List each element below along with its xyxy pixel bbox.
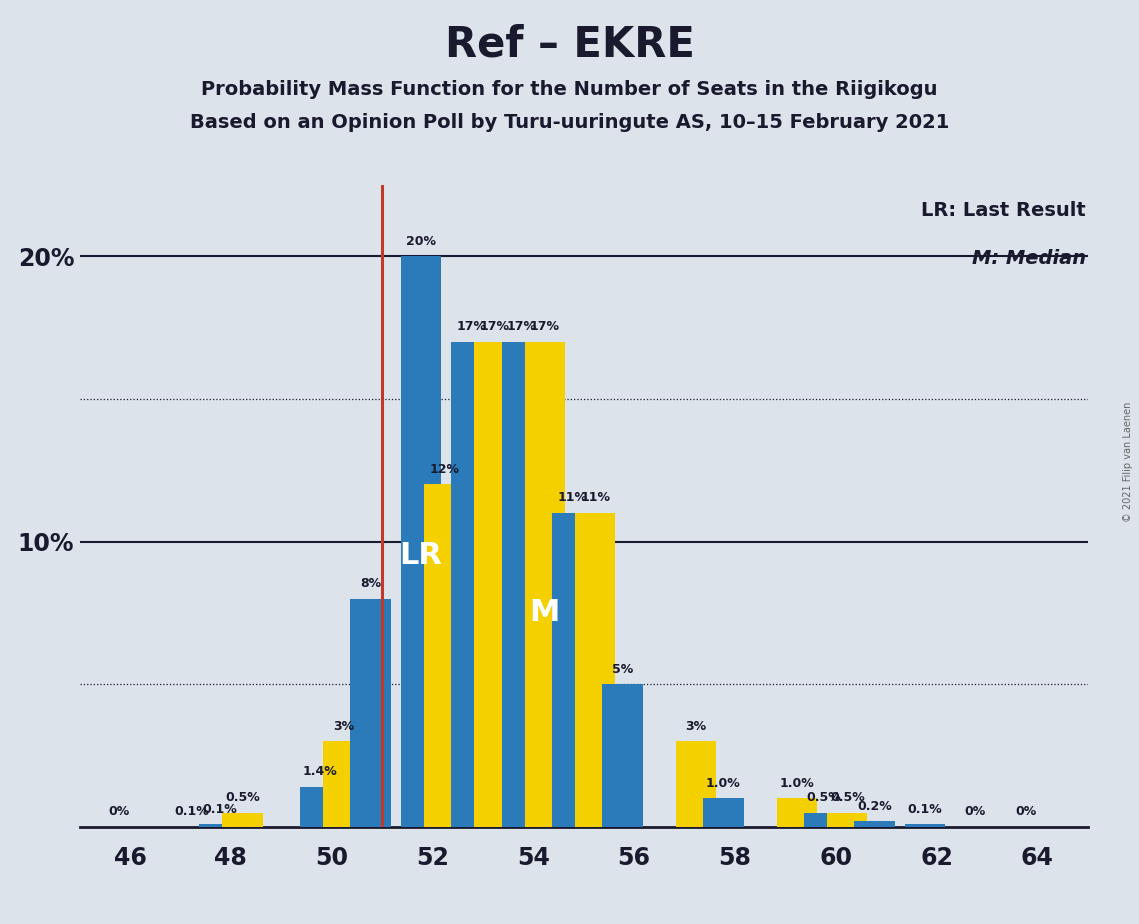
Bar xyxy=(451,342,492,827)
Bar xyxy=(401,256,441,827)
Bar xyxy=(351,599,391,827)
Text: 17%: 17% xyxy=(457,321,486,334)
Text: © 2021 Filip van Laenen: © 2021 Filip van Laenen xyxy=(1123,402,1132,522)
Text: 0.1%: 0.1% xyxy=(174,806,210,819)
Bar xyxy=(854,821,895,827)
Text: LR: Last Result: LR: Last Result xyxy=(921,201,1085,220)
Text: Based on an Opinion Poll by Turu-uuringute AS, 10–15 February 2021: Based on an Opinion Poll by Turu-uuringu… xyxy=(190,113,949,132)
Text: 8%: 8% xyxy=(360,578,382,590)
Text: 0.5%: 0.5% xyxy=(830,791,865,804)
Bar xyxy=(552,513,592,827)
Text: 0%: 0% xyxy=(108,806,129,819)
Bar xyxy=(575,513,615,827)
Text: 17%: 17% xyxy=(480,321,509,334)
Text: 17%: 17% xyxy=(507,321,536,334)
Bar xyxy=(904,824,945,827)
Text: 0.1%: 0.1% xyxy=(908,803,942,816)
Bar xyxy=(300,787,341,827)
Bar xyxy=(525,342,565,827)
Bar xyxy=(675,741,716,827)
Bar xyxy=(424,484,465,827)
Text: 12%: 12% xyxy=(429,463,459,476)
Text: 3%: 3% xyxy=(686,720,706,733)
Text: 1.4%: 1.4% xyxy=(303,765,337,778)
Text: 20%: 20% xyxy=(405,235,436,248)
Text: 0.1%: 0.1% xyxy=(202,803,237,816)
Text: 0.5%: 0.5% xyxy=(806,791,842,804)
Text: 5%: 5% xyxy=(612,663,633,675)
Bar xyxy=(199,824,239,827)
Text: Probability Mass Function for the Number of Seats in the Riigikogu: Probability Mass Function for the Number… xyxy=(202,80,937,100)
Bar xyxy=(222,813,263,827)
Text: M: M xyxy=(530,598,560,627)
Text: 11%: 11% xyxy=(581,492,611,505)
Bar xyxy=(603,685,642,827)
Text: 0.2%: 0.2% xyxy=(858,799,892,813)
Text: Ref – EKRE: Ref – EKRE xyxy=(444,23,695,65)
Bar xyxy=(703,798,744,827)
Bar xyxy=(323,741,363,827)
Text: 3%: 3% xyxy=(333,720,354,733)
Text: 1.0%: 1.0% xyxy=(779,777,814,790)
Text: 0%: 0% xyxy=(1015,806,1036,819)
Text: M: Median: M: Median xyxy=(972,249,1085,268)
Bar xyxy=(827,813,868,827)
Bar xyxy=(804,813,844,827)
Text: 1.0%: 1.0% xyxy=(706,777,740,790)
Bar xyxy=(474,342,515,827)
Bar xyxy=(501,342,542,827)
Text: LR: LR xyxy=(400,541,442,570)
Bar xyxy=(777,798,817,827)
Text: 0%: 0% xyxy=(965,806,986,819)
Text: 0.5%: 0.5% xyxy=(226,791,260,804)
Text: 17%: 17% xyxy=(530,321,560,334)
Text: 11%: 11% xyxy=(557,492,587,505)
